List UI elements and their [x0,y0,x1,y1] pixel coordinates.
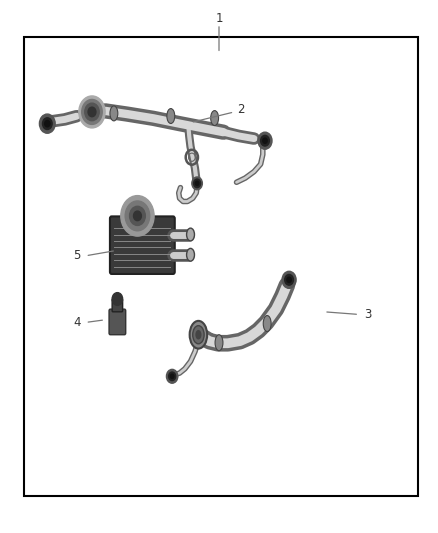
Ellipse shape [187,228,194,241]
Circle shape [194,179,201,188]
Circle shape [88,107,96,117]
Circle shape [112,293,123,305]
FancyBboxPatch shape [110,216,175,274]
Circle shape [121,196,154,236]
Text: 1: 1 [215,12,223,25]
Text: 4: 4 [73,316,81,329]
Circle shape [82,100,102,124]
Circle shape [79,96,105,128]
Circle shape [287,277,291,282]
Circle shape [125,201,150,231]
Bar [24,37,418,496]
Circle shape [195,181,199,185]
Ellipse shape [110,106,118,121]
Circle shape [42,118,52,130]
Text: 5: 5 [73,249,80,262]
Circle shape [85,103,99,121]
Ellipse shape [195,330,201,340]
Circle shape [192,177,202,190]
Circle shape [166,369,178,383]
Ellipse shape [215,335,223,351]
Text: 3: 3 [364,308,371,321]
FancyBboxPatch shape [112,299,123,312]
Circle shape [45,120,50,127]
Circle shape [134,211,141,221]
Ellipse shape [190,321,207,349]
Ellipse shape [263,316,271,332]
Circle shape [285,274,293,285]
Circle shape [261,135,269,146]
FancyBboxPatch shape [109,309,126,335]
Circle shape [263,138,267,143]
Ellipse shape [211,110,219,125]
Text: 2: 2 [237,103,245,116]
Ellipse shape [167,109,175,124]
Circle shape [130,206,145,225]
Circle shape [170,374,174,378]
Ellipse shape [187,248,194,261]
Circle shape [169,372,176,381]
Circle shape [258,132,272,149]
Circle shape [39,114,55,133]
Circle shape [282,271,296,288]
Ellipse shape [193,326,204,344]
